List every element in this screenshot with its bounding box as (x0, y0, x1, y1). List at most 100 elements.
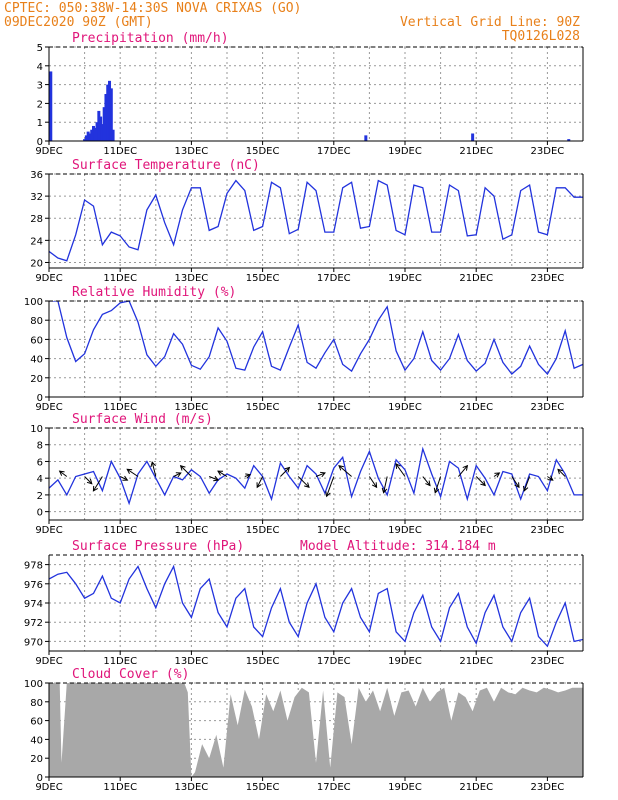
humidity-xtick-label: 13DEC (175, 402, 209, 413)
pressure-xtick-label: 13DEC (175, 656, 209, 667)
wind-xtick-label: 21DEC (459, 525, 493, 536)
wind-arrow-head (86, 478, 93, 485)
wind-arrow-head (175, 472, 182, 478)
precipitation-xtick-label: 19DEC (388, 146, 422, 157)
precip-bar (49, 71, 53, 141)
precip-bar (95, 122, 99, 141)
humidity-xtick-label: 11DEC (103, 402, 137, 413)
panels-group: 0 1 2 3 4 5 9DEC 11DEC 13DEC 15DEC 17DEC 19DEC 21DEC… (24, 31, 584, 793)
wind-arrow (326, 476, 335, 497)
humidity-panel: 0 20 40 60 80 100 9DEC 11DEC 13DEC 15DEC 17DEC 19DE… (24, 285, 584, 413)
wind-xtick-label: 15DEC (246, 525, 280, 536)
pressure-title: Surface Pressure (hPa) (72, 539, 244, 554)
wind-arrow (180, 465, 192, 477)
wind-arrow (338, 465, 352, 477)
pressure-xtick-label: 21DEC (459, 656, 493, 667)
pressure-xtick-label: 9DEC (35, 656, 62, 667)
pressure-series-line (49, 564, 583, 648)
wind-arrow (475, 476, 486, 486)
wind-arrow (126, 468, 139, 477)
wind-arrow (557, 468, 566, 477)
wind-arrow-head (304, 482, 310, 489)
precipitation-panel: 0 1 2 3 4 5 9DEC 11DEC 13DEC 15DEC 17DEC 19DEC 21DEC… (35, 31, 584, 157)
temperature-series-line (49, 179, 583, 262)
wind-arrow (209, 476, 219, 481)
cloud-cover-ytick-label: 20 (30, 754, 43, 765)
temperature-xtick-label: 23DEC (531, 273, 565, 284)
precipitation-ytick-label: 1 (37, 118, 43, 129)
wind-arrow (434, 476, 442, 493)
wind-arrow-head (217, 470, 224, 476)
precipitation-xtick-label: 21DEC (459, 146, 493, 157)
precip-bar (97, 110, 101, 141)
cloud-cover-xtick-label: 9DEC (35, 782, 62, 793)
wind-arrow (511, 476, 520, 488)
wind-ytick-label: 6 (37, 457, 43, 468)
humidity-xtick-label: 19DEC (388, 402, 422, 413)
wind-arrow-head (547, 475, 554, 481)
temperature-panel: 20 24 28 32 36 9DEC 11DEC 13DEC 15DEC 17DEC 19DEC 2… (30, 158, 584, 284)
cloud-cover-panel: 0 20 40 60 80 100 9DEC 11DEC 13DEC 15DEC 17DEC 19DE… (24, 667, 584, 793)
wind-panel: 0 2 4 6 8 10 9DEC 11DEC 13DEC 15DEC 17DEC 19DEC 21DE… (30, 412, 584, 536)
cloud-cover-xtick-label: 15DEC (246, 782, 280, 793)
wind-arrow-head (284, 466, 291, 473)
precip-bar (83, 139, 87, 141)
precip-bar (111, 129, 115, 141)
wind-xtick-label: 13DEC (175, 525, 209, 536)
temperature-title: Surface Temperature (nC) (72, 158, 260, 173)
wind-arrow-head (256, 482, 262, 489)
header-model-id: TQ0126L028 (502, 29, 580, 44)
wind-arrow-head (425, 480, 431, 487)
temperature-xtick-label: 15DEC (246, 273, 280, 284)
temperature-ytick-label: 36 (30, 170, 43, 181)
cloud-cover-xtick-label: 13DEC (175, 782, 209, 793)
temperature-ytick-label: 24 (30, 236, 43, 247)
wind-arrow-head (523, 485, 529, 492)
precip-bar (86, 131, 90, 141)
wind-arrow-head (319, 471, 326, 478)
precipitation-ytick-label: 5 (37, 43, 43, 54)
wind-arrow (119, 476, 128, 481)
precip-bar (100, 124, 104, 141)
wind-arrow-head (557, 468, 563, 475)
humidity-ytick-label: 0 (37, 393, 43, 404)
wind-arrow (92, 476, 103, 492)
wind-arrow (523, 476, 531, 492)
humidity-ytick-label: 60 (30, 335, 43, 346)
wind-title: Surface Wind (m/s) (72, 412, 213, 427)
precipitation-ytick-label: 0 (37, 137, 43, 148)
wind-arrow-head (213, 475, 220, 482)
wind-arrow (368, 476, 378, 488)
wind-arrow (59, 470, 68, 477)
wind-xtick-label: 23DEC (531, 525, 565, 536)
wind-arrow (395, 463, 406, 477)
temperature-ytick-label: 28 (30, 214, 43, 225)
precip-bar (109, 88, 113, 141)
pressure-xtick-label: 15DEC (246, 656, 280, 667)
wind-arrow (458, 465, 468, 477)
wind-arrow (547, 476, 554, 481)
pressure-ytick-label: 970 (24, 637, 43, 648)
wind-xtick-label: 11DEC (103, 525, 137, 536)
wind-arrow (173, 472, 182, 477)
humidity-series-line (49, 301, 583, 376)
humidity-ytick-label: 40 (30, 355, 43, 366)
pressure-ytick-label: 974 (24, 599, 43, 610)
wind-xtick-label: 19DEC (388, 525, 422, 536)
precipitation-title: Precipitation (mm/h) (72, 31, 229, 46)
pressure-ytick-label: 972 (24, 618, 43, 629)
cloud-cover-ytick-label: 100 (24, 679, 43, 690)
wind-arrow-head (462, 464, 469, 471)
humidity-xtick-label: 17DEC (317, 402, 351, 413)
wind-arrow-head (371, 482, 378, 489)
precipitation-xtick-label: 23DEC (531, 146, 565, 157)
precip-bar (84, 135, 88, 141)
precip-bar (88, 133, 92, 141)
wind-arrow-head (395, 463, 401, 469)
precip-bar (93, 127, 97, 141)
wind-ytick-label: 10 (30, 424, 43, 435)
precip-bar (90, 129, 94, 141)
precip-bar (106, 84, 110, 141)
wind-arrow-head (325, 491, 331, 498)
temperature-xtick-label: 9DEC (35, 273, 62, 284)
